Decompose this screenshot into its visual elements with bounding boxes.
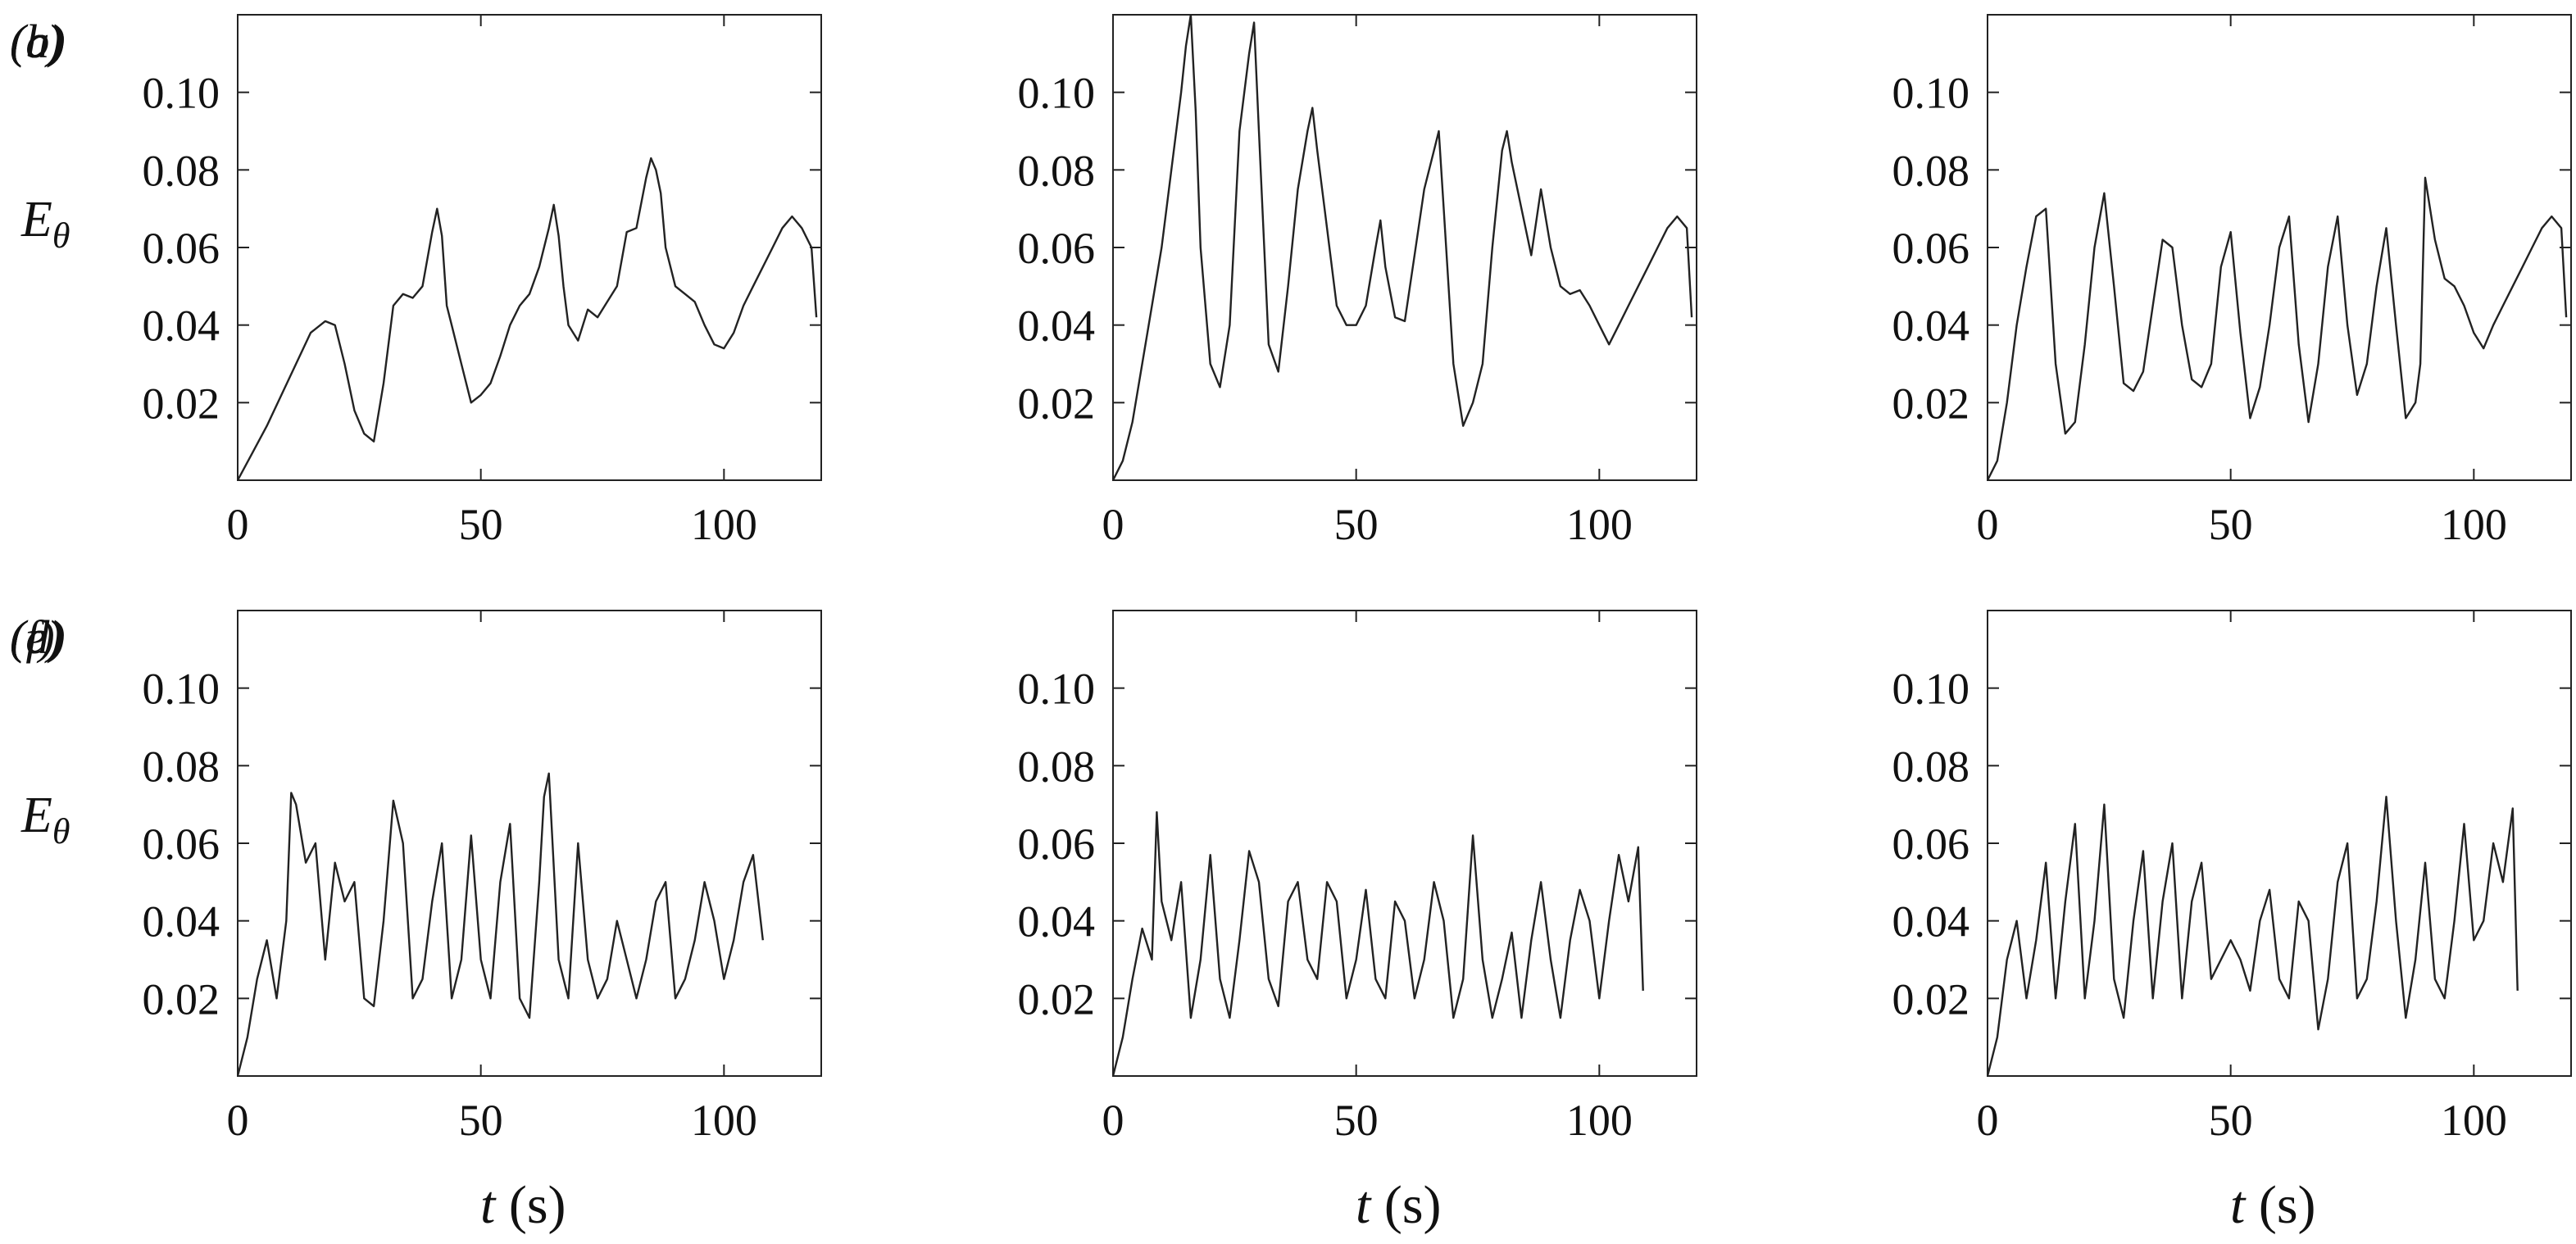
y-tick-label: 0.02 [1018,379,1096,428]
panel-label: (e) [10,611,62,664]
panel-label: (b) [10,15,66,68]
y-tick-label: 0.08 [1892,742,1970,791]
panel-label: (f) [10,611,55,664]
x-axis-label: t (s) [1356,1175,1442,1235]
y-tick-label: 0.06 [1018,224,1096,273]
y-tick-label: 0.04 [143,302,220,351]
y-tick-label: 0.04 [1892,302,1970,351]
chart-panel-b: 0.02 0.04 0.06 0.08 0.10 0 50 100 (b) [10,14,1697,549]
y-tick-label: 0.06 [1892,224,1970,273]
plot-frame [1987,610,2572,1077]
y-tick-label: 0.08 [143,146,220,195]
x-tick-label: 50 [2209,500,2253,549]
series-line [1988,796,2519,1076]
y-tick-label: 0.08 [1892,146,1970,195]
y-tick-label: 0.06 [1892,819,1970,869]
x-tick-label: 0 [1977,1096,1999,1145]
y-tick-label: 0.04 [1018,302,1096,351]
chart-panel-a: 0.02 0.04 0.06 0.08 0.10 0 50 100 (a) Eθ [10,14,822,549]
y-tick-label: 0.10 [143,69,220,118]
y-tick-label: 0.04 [1018,897,1096,947]
x-tick-label: 100 [2441,1096,2507,1145]
y-tick-label: 0.02 [143,379,220,428]
y-tick-label: 0.02 [1892,974,1970,1024]
plot-frame [237,14,822,481]
y-tick-label: 0.04 [1892,897,1970,947]
y-axis-label: Eθ [20,788,70,851]
x-tick-label: 50 [459,1096,503,1145]
y-tick-label: 0.10 [1018,69,1096,118]
y-tick-label: 0.10 [1892,665,1970,714]
y-tick-label: 0.06 [143,819,220,869]
series-line [1113,15,1693,480]
y-tick-label: 0.10 [143,665,220,714]
chart-panel-f: 0.02 0.04 0.06 0.08 0.10 0 50 100 (f) t (s) [10,610,2572,1235]
series-line [238,157,818,480]
panel-label: (d) [10,611,66,664]
x-tick-label: 0 [1102,1096,1124,1145]
chart-panel-c: 0.02 0.04 0.06 0.08 0.10 0 50 100 (c) [10,14,2572,549]
y-tick-label: 0.02 [1018,974,1096,1024]
chart-panel-d: 0.02 0.04 0.06 0.08 0.10 0 50 100 (d) Eθ t (s) [10,610,822,1235]
x-tick-label: 100 [2441,500,2507,549]
y-tick-label: 0.06 [143,224,220,273]
x-tick-label: 0 [1102,500,1124,549]
y-tick-label: 0.08 [143,742,220,791]
panel-label: (c) [10,15,62,68]
x-tick-label: 50 [2209,1096,2253,1145]
y-tick-label: 0.08 [1018,742,1096,791]
x-axis-label: t (s) [2230,1175,2316,1235]
x-tick-label: 100 [1566,1096,1633,1145]
x-tick-label: 0 [227,500,249,549]
y-tick-label: 0.04 [143,897,220,947]
x-tick-label: 100 [1566,500,1633,549]
y-tick-label: 0.10 [1892,69,1970,118]
y-tick-label: 0.06 [1018,819,1096,869]
x-tick-label: 50 [459,500,503,549]
chart-panel-e: 0.02 0.04 0.06 0.08 0.10 0 50 100 (e) t (s) [10,610,1697,1235]
series-line [238,772,764,1076]
series-line [1988,176,2568,480]
y-tick-label: 0.02 [143,974,220,1024]
x-axis-label: t (s) [480,1175,566,1235]
x-tick-label: 100 [691,1096,757,1145]
y-tick-label: 0.02 [1892,379,1970,428]
x-tick-label: 0 [1977,500,1999,549]
y-tick-label: 0.08 [1018,146,1096,195]
series-line [1113,810,1644,1076]
x-tick-label: 100 [691,500,757,549]
panel-label: (a) [10,15,66,68]
x-tick-label: 50 [1334,500,1379,549]
y-axis-label: Eθ [20,192,70,256]
y-tick-label: 0.10 [1018,665,1096,714]
x-tick-label: 50 [1334,1096,1379,1145]
plot-frame [1112,610,1697,1077]
x-tick-label: 0 [227,1096,249,1145]
